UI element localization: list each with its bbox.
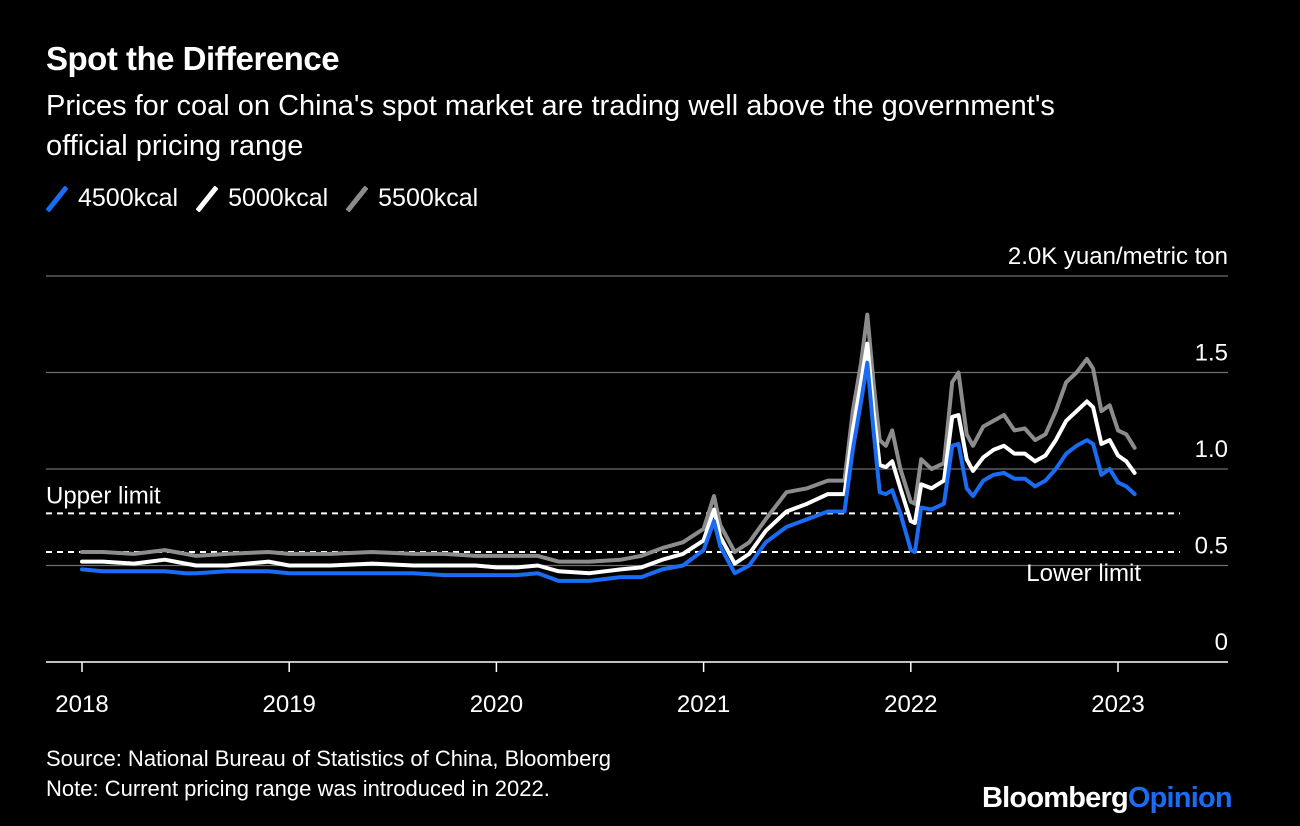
y-tick-label-3: 0.5 [1195, 533, 1228, 560]
x-tick-label-0: 2018 [55, 691, 108, 718]
chart-subtitle: Prices for coal on China's spot market a… [46, 90, 1055, 162]
y-tick-label-1: 1.5 [1195, 340, 1228, 367]
legend-label-4500kcal: 4500kcal [78, 184, 179, 212]
y-tick-label-0: 2.0K yuan/metric ton [1008, 243, 1228, 270]
legend-item-5000kcal: 5000kcal [196, 184, 328, 213]
source-note: Source: National Bureau of Statistics of… [46, 746, 611, 771]
brand-opinion: Opinion [1127, 782, 1233, 814]
legend-item-5500kcal: 5500kcal [346, 184, 478, 213]
x-tick-label-5: 2023 [1091, 691, 1144, 718]
legend-swatch-5000kcal-icon [196, 185, 219, 212]
reference-label-1: Lower limit [1026, 560, 1141, 587]
legend-label-5500kcal: 5500kcal [378, 184, 479, 212]
series-line-4500kcal [80, 360, 1137, 583]
y-tick-label-2: 1.0 [1195, 436, 1228, 463]
x-tick-label-3: 2021 [677, 691, 730, 718]
x-tick-label-1: 2019 [263, 691, 316, 718]
x-tick-label-4: 2022 [884, 691, 937, 718]
series-line-5000kcal [80, 341, 1137, 576]
bloomberg-opinion-logo: BloombergOpinion [982, 782, 1233, 815]
legend-item-4500kcal: 4500kcal [46, 184, 178, 213]
brand-bloomberg: Bloomberg [982, 782, 1129, 814]
reference-label-0: Upper limit [46, 482, 161, 509]
y-tick-label-4: 0 [1215, 629, 1228, 656]
pricing-note: Note: Current pricing range was introduc… [46, 776, 550, 801]
legend-swatch-4500kcal-icon [46, 185, 68, 212]
legend-label-5000kcal: 5000kcal [228, 184, 329, 212]
x-tick-label-2: 2020 [470, 691, 523, 718]
line-chart: 2.0K yuan/metric ton 1.5 1.0 0.5 0 2018 2019 20… [46, 243, 1228, 718]
series-line-5500kcal [80, 312, 1137, 564]
chart-title: Spot the Difference [46, 40, 340, 77]
chart-legend: 4500kcal 5000kcal 5500kcal [46, 184, 478, 213]
chart-footer: Source: National Bureau of Statistics of… [46, 744, 611, 804]
legend-swatch-5500kcal-icon [346, 185, 369, 212]
